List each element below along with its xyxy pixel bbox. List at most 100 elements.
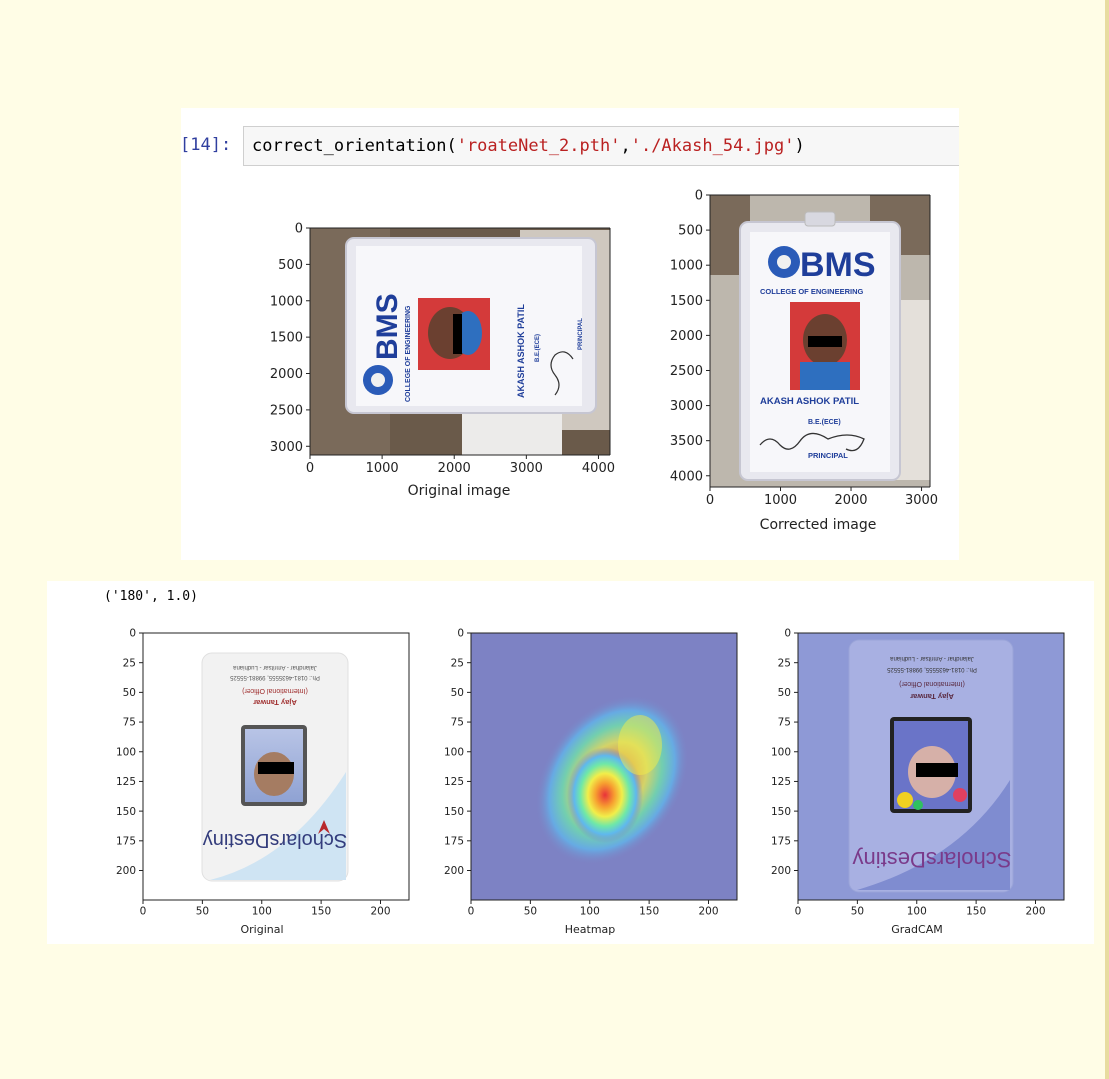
sd-card-wave [210,772,346,880]
bottom-original-xticks: 0 50 100 150 200 [140,900,391,918]
ytick-label: 500 [678,224,703,239]
ytick-label: 2500 [270,403,303,418]
ytick-label: 200 [444,865,464,877]
ytick-label: 4000 [670,469,703,484]
ytick-label: 2000 [270,367,303,382]
cell-prompt: [14]: [180,135,232,155]
ytick-label: 2500 [670,364,703,379]
xtick-label: 200 [370,906,390,918]
xtick-label: 100 [580,906,600,918]
gradcam-xticks: 0 50 100 150 200 [795,900,1046,918]
xtick-label: 4000 [582,461,615,476]
ytick-label: 175 [771,835,791,847]
ytick-label: 25 [778,657,791,669]
ytick-label: 0 [695,189,703,204]
gc-person-name: Ajay Tanwar [910,692,954,701]
xtick-label: 0 [306,461,314,476]
ytick-label: 150 [444,806,464,818]
bottom-gradcam-plot: Jalandhar - Amritsar - Ludhiana Ph.: 018… [771,628,1065,936]
sd-logo-icon [318,820,330,834]
xtick-label: 150 [311,906,331,918]
course: B.E.(ECE) [808,419,841,426]
xtick-label: 50 [196,906,209,918]
bottom-original-yticks: 0 25 50 75 100 125 150 175 200 [116,628,143,877]
xtick-label: 0 [706,493,714,508]
ytick-label: 0 [457,628,464,640]
principal-rotated: PRINCIPAL [578,318,584,350]
ytick-label: 2000 [670,329,703,344]
heatmap-xticks: 0 50 100 150 200 [468,900,719,918]
xtick-label: 100 [907,906,927,918]
xtick-label: 0 [140,906,147,918]
ytick-label: 1500 [270,331,303,346]
ytick-label: 0 [295,222,303,237]
sd-person-name: Ajay Tanwar [253,698,297,707]
code-line: correct_orientation('roateNet_2.pth','./… [252,136,805,156]
sd-redaction-bar [258,762,294,774]
college-name-rotated: COLLEGE OF ENGINEERING [405,305,412,402]
bms-logo: BMS [800,246,876,284]
ytick-label: 75 [123,717,136,729]
corrected-yticks: 0 500 1000 1500 2000 2500 3000 3500 4000 [670,189,710,484]
code-input[interactable]: correct_orientation('roateNet_2.pth','./… [243,126,959,166]
xtick-label: 150 [639,906,659,918]
student-name-rotated: AKASH ASHOK PATIL [516,304,526,398]
signature [759,432,865,452]
ytick-label: 1000 [670,259,703,274]
code-arg-image: './Akash_54.jpg' [630,136,795,156]
corrected-xlabel: Corrected image [760,517,877,533]
heatmap-yticks: 0 25 50 75 100 125 150 175 200 [444,628,471,877]
ytick-label: 3000 [670,399,703,414]
original-xticks: 0 1000 2000 3000 4000 [306,455,615,476]
gc-phone: Ph.: 0181-4635555, 99881-55525 [886,666,976,672]
ytick-label: 500 [278,258,303,273]
principal: PRINCIPAL [808,451,848,460]
ytick-label: 1500 [670,294,703,309]
code-close: ) [794,136,805,156]
ytick-label: 75 [451,717,464,729]
ytick-label: 50 [123,687,136,699]
sd-role: (International Officer) [242,687,308,694]
corrected-image-plot: BMS COLLEGE OF ENGINEERING AKASH ASHOK P… [670,189,938,533]
ytick-label: 25 [123,657,136,669]
bottom-original-title: Original [240,923,283,936]
college-name: COLLEGE OF ENGINEERING [760,287,864,296]
ytick-label: 200 [116,865,136,877]
xtick-label: 1000 [764,493,797,508]
xtick-label: 100 [252,906,272,918]
bms-logo-rotated: BMS [371,293,404,360]
ytick-label: 100 [444,746,464,758]
ytick-label: 0 [784,628,791,640]
original-xlabel: Original image [408,483,511,499]
original-yticks: 0 500 1000 1500 2000 2500 3000 [270,222,310,455]
gc-redaction-bar [916,763,958,777]
xtick-label: 200 [1025,906,1045,918]
course-rotated: B.E.(ECE) [535,334,541,362]
ytick-label: 125 [116,776,136,788]
gc-role: (International Officer) [899,680,965,687]
original-image-plot: BMS COLLEGE OF ENGINEERING AKASH ASHOK P… [270,222,615,499]
heatmap-title: Heatmap [565,923,616,936]
ytick-label: 3000 [270,440,303,455]
xtick-label: 50 [524,906,537,918]
ytick-label: 50 [451,687,464,699]
gradcam-yticks: 0 25 50 75 100 125 150 175 200 [771,628,798,877]
xtick-label: 2000 [834,493,867,508]
ytick-label: 175 [444,835,464,847]
heatmap-hotspot [567,747,643,843]
ytick-label: 125 [444,776,464,788]
ytick-label: 100 [116,746,136,758]
bottom-heatmap-plot: 0 25 50 75 100 125 150 175 200 0 50 100 150 200 Heat… [444,628,738,936]
code-sep: , [620,136,631,156]
output-text: ('180', 1.0) [104,589,198,604]
ytick-label: 150 [771,806,791,818]
ytick-label: 75 [778,717,791,729]
xtick-label: 200 [698,906,718,918]
xtick-label: 0 [795,906,802,918]
ytick-label: 50 [778,687,791,699]
xtick-label: 1000 [366,461,399,476]
gc-brand: ScholarsDestiny [853,847,1012,872]
xtick-label: 150 [966,906,986,918]
ytick-label: 200 [771,865,791,877]
